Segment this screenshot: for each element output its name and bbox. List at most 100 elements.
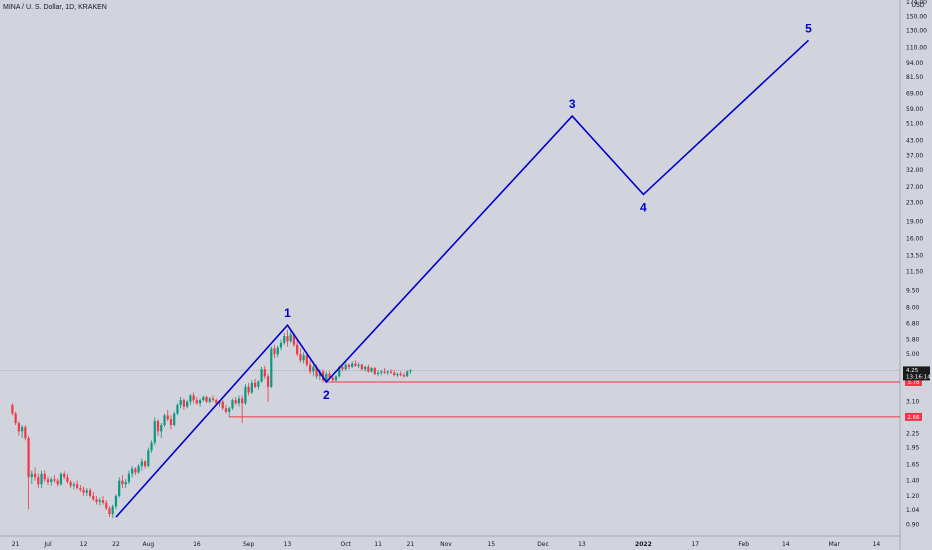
candle-body: [218, 401, 221, 404]
candle-body: [46, 479, 50, 483]
level-price-badge: [905, 412, 922, 421]
candle-body: [351, 363, 354, 367]
price-tick-label: 27.00: [906, 184, 923, 191]
candle-body: [334, 376, 338, 381]
candle-body: [111, 506, 114, 515]
candle-body: [202, 397, 205, 401]
candle-body: [389, 371, 393, 373]
candle-body: [88, 490, 92, 496]
candle-body: [364, 366, 367, 370]
time-axis-ticks: 21 Jul 12 22 Aug 16 Sep 13 Oct 11 21 Nov 15 Dec 13 2022…: [12, 541, 881, 548]
candle-body: [399, 373, 402, 376]
time-tick-label: Feb: [738, 541, 749, 548]
candle-body: [30, 473, 33, 478]
candle-body: [95, 499, 98, 502]
price-tick-label: 43.00: [906, 138, 923, 145]
candle-body: [244, 386, 247, 404]
price-tick-label: 3.10: [906, 399, 920, 406]
candle-body: [160, 425, 163, 432]
price-tick-label: 9.50: [906, 288, 920, 295]
plot-area[interactable]: [0, 0, 900, 536]
time-axis-area[interactable]: [0, 536, 900, 550]
candle-body: [192, 395, 195, 401]
candle-body: [50, 479, 53, 483]
candle-body: [376, 372, 380, 374]
candle-body: [299, 354, 302, 361]
price-tick-label: 32.00: [906, 167, 923, 174]
time-tick-label: Jul: [43, 541, 52, 548]
time-tick-label: 11: [374, 541, 382, 548]
candle-body: [173, 413, 176, 426]
candle-body: [92, 495, 95, 500]
candle-body: [166, 415, 169, 420]
candle-body: [56, 480, 59, 485]
price-tick-label: 1.40: [906, 478, 920, 485]
candle-body: [43, 473, 46, 480]
price-tick-label: 2.25: [906, 431, 920, 438]
candle-body: [250, 382, 253, 393]
wave-label-1: 1: [284, 306, 291, 320]
wave-label-5: 5: [805, 21, 812, 35]
candle-body: [367, 366, 370, 372]
candle-body: [27, 438, 30, 478]
price-tick-label: 1.20: [906, 493, 920, 500]
candle-body: [286, 336, 289, 342]
price-tick-label: 19.00: [906, 219, 923, 226]
level-price-badge-text: 3.78: [907, 380, 920, 386]
last-price-badge-countdown: 13:16:14: [906, 374, 931, 380]
price-tick-label: 110.00: [906, 44, 927, 51]
candle-body: [260, 369, 263, 382]
candle-body: [396, 373, 399, 376]
time-tick-label: 17: [691, 541, 699, 548]
candle-body: [124, 482, 127, 485]
candle-body: [344, 364, 347, 370]
candle-body: [131, 468, 134, 474]
candle-body: [121, 480, 124, 485]
chart-title: MINA / U. S. Dollar, 1D, KRAKEN: [3, 4, 107, 11]
level-price-badge: [905, 378, 922, 386]
candle-body: [257, 381, 260, 387]
price-tick-label: 69.00: [906, 91, 923, 98]
candle-body: [393, 372, 396, 376]
candle-body: [237, 398, 241, 404]
price-tick-label: 16.00: [906, 236, 923, 243]
candle-body: [211, 398, 215, 401]
candle-body: [406, 371, 409, 377]
candle-body: [153, 421, 156, 443]
candle-body: [118, 480, 121, 496]
candle-body: [147, 450, 150, 467]
wave-path: [115, 39, 810, 518]
candle-body: [402, 375, 406, 377]
candle-body: [380, 371, 383, 373]
last-price-badge-value: 4.25: [906, 368, 919, 374]
candle-body: [108, 508, 111, 515]
price-axis-ticks: 174.00 150.00 130.00 110.00 94.00 81.50 69.00 5…: [906, 0, 927, 529]
time-tick-label: 15: [487, 541, 495, 548]
price-axis-area[interactable]: [900, 0, 932, 550]
candle-body: [69, 482, 72, 486]
candle-body: [105, 502, 108, 509]
candle-body: [37, 477, 40, 485]
candle-body: [312, 366, 315, 372]
time-tick-label: 22: [112, 541, 120, 548]
time-tick-label: 13: [578, 541, 586, 548]
price-tick-label: 8.00: [906, 305, 920, 312]
candle-body: [98, 500, 101, 502]
candle-body: [140, 461, 143, 467]
price-tick-label: 130.00: [906, 28, 927, 35]
horizontal-levels: [229, 381, 900, 418]
candle-body: [215, 400, 218, 404]
candle-body: [360, 364, 363, 370]
price-tick-label: 51.00: [906, 121, 923, 128]
candle-body: [79, 487, 82, 490]
last-price-badge: [903, 366, 930, 381]
candle-body: [82, 489, 85, 493]
price-tick-label: 0.90: [906, 522, 920, 529]
price-tick-label: 81.50: [906, 74, 923, 81]
candle-body: [169, 419, 173, 426]
candle-body: [315, 366, 318, 377]
candle-body: [179, 400, 182, 405]
price-tick-label: 174.00: [906, 0, 927, 6]
